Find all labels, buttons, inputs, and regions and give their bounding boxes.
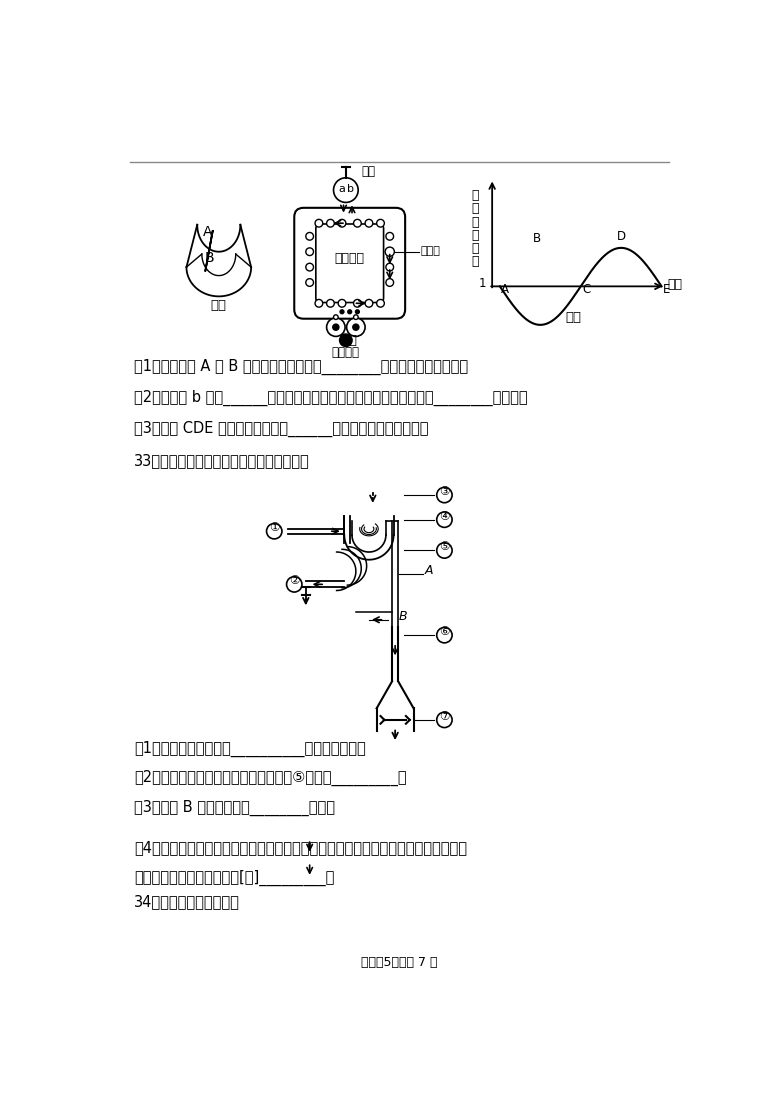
Circle shape: [333, 324, 339, 330]
Circle shape: [385, 247, 395, 256]
Text: （2）血液中的某些物质通过滤过作用在⑤中形成_________。: （2）血液中的某些物质通过滤过作用在⑤中形成_________。: [134, 770, 406, 786]
Text: 图三: 图三: [565, 311, 581, 324]
Circle shape: [339, 219, 346, 227]
Text: ①: ①: [269, 522, 279, 534]
Circle shape: [386, 279, 394, 287]
Circle shape: [306, 248, 314, 256]
Circle shape: [356, 310, 360, 313]
Text: b: b: [347, 184, 354, 194]
Circle shape: [334, 314, 339, 320]
FancyBboxPatch shape: [316, 224, 384, 302]
Circle shape: [267, 524, 282, 539]
Text: 病变的部位是肾小囊内壁或[　]_________。: 病变的部位是肾小囊内壁或[ ]_________。: [134, 869, 335, 886]
Circle shape: [377, 219, 385, 227]
Circle shape: [365, 219, 373, 227]
Circle shape: [340, 310, 344, 313]
Circle shape: [386, 264, 394, 271]
Circle shape: [348, 310, 352, 313]
Text: E: E: [663, 282, 671, 296]
Text: 34．请据下图回答问题。: 34．请据下图回答问题。: [134, 895, 240, 909]
Circle shape: [365, 299, 373, 307]
Circle shape: [327, 219, 335, 227]
Circle shape: [353, 324, 359, 330]
Text: ⑤: ⑤: [439, 540, 449, 554]
Text: B: B: [399, 610, 408, 623]
Circle shape: [437, 488, 452, 503]
Text: ⑦: ⑦: [439, 710, 449, 722]
Text: 图一: 图一: [211, 299, 227, 312]
Text: 图二: 图二: [342, 334, 358, 347]
Circle shape: [353, 219, 361, 227]
Text: 肺: 肺: [471, 255, 479, 268]
Text: 肺泡: 肺泡: [361, 164, 375, 178]
Text: （3）箭头 B 表示肾小管的________作用。: （3）箭头 B 表示肾小管的________作用。: [134, 800, 335, 816]
Text: 红细胞: 红细胞: [420, 246, 441, 256]
Text: 压: 压: [471, 215, 479, 228]
Circle shape: [327, 299, 335, 307]
Circle shape: [346, 318, 365, 336]
Circle shape: [327, 318, 345, 336]
Text: D: D: [616, 231, 626, 243]
Text: （4）若某人的尿液中检出大分子蛋白质，已确定该人其他器官功能正常，那么他可能: （4）若某人的尿液中检出大分子蛋白质，已确定该人其他器官功能正常，那么他可能: [134, 840, 467, 855]
Circle shape: [353, 314, 358, 320]
Circle shape: [315, 299, 323, 307]
Circle shape: [306, 233, 314, 240]
Circle shape: [437, 628, 452, 643]
Circle shape: [306, 264, 314, 271]
Text: ⑥: ⑥: [439, 625, 449, 639]
Text: ④: ④: [439, 510, 449, 523]
Text: C: C: [582, 282, 590, 296]
Text: 血液循环: 血液循环: [335, 251, 365, 265]
Circle shape: [353, 299, 361, 307]
Text: 33．如图是尿的形成过程示意图。请回答。: 33．如图是尿的形成过程示意图。请回答。: [134, 453, 310, 468]
Text: B: B: [534, 232, 541, 245]
Text: a: a: [339, 184, 346, 194]
Circle shape: [437, 713, 452, 728]
Text: 变: 变: [471, 203, 479, 215]
Text: 时间: 时间: [668, 278, 682, 291]
Text: （1）肾单位的结果包括__________（只填序号）。: （1）肾单位的结果包括__________（只填序号）。: [134, 741, 366, 757]
Circle shape: [386, 248, 394, 256]
Text: A: A: [203, 225, 212, 239]
Circle shape: [286, 577, 302, 592]
Text: A: A: [424, 564, 433, 577]
Text: ③: ③: [439, 485, 449, 499]
Text: 气: 气: [471, 228, 479, 242]
Text: 1: 1: [478, 277, 486, 290]
Circle shape: [339, 334, 352, 346]
Circle shape: [386, 233, 394, 240]
Circle shape: [315, 219, 323, 227]
Text: （3）图三 CDE 的过程中，肺处于______（填扩张或回缩）状态。: （3）图三 CDE 的过程中，肺处于______（填扩张或回缩）状态。: [134, 420, 428, 437]
Text: ②: ②: [289, 575, 300, 588]
Circle shape: [437, 543, 452, 558]
Text: 内: 内: [471, 242, 479, 255]
Text: 组织细胞: 组织细胞: [332, 345, 360, 358]
Text: （2）图二中 b 表示______（填气体名称），它进入血液是通过气体的________实现的。: （2）图二中 b 表示______（填气体名称），它进入血液是通过气体的____…: [134, 389, 528, 406]
Text: （1）图一中由 A 向 B 状态转变时，肺完成________（吸气或呼气）动作。: （1）图一中由 A 向 B 状态转变时，肺完成________（吸气或呼气）动作…: [134, 360, 468, 375]
Text: B: B: [204, 250, 215, 265]
FancyBboxPatch shape: [294, 207, 405, 319]
Circle shape: [306, 279, 314, 287]
Circle shape: [437, 512, 452, 527]
Text: 化: 化: [471, 190, 479, 202]
Text: 试卷第5页，总 7 页: 试卷第5页，总 7 页: [361, 955, 438, 968]
Circle shape: [339, 299, 346, 307]
Circle shape: [334, 178, 358, 203]
Text: A: A: [502, 282, 509, 296]
Circle shape: [377, 299, 385, 307]
